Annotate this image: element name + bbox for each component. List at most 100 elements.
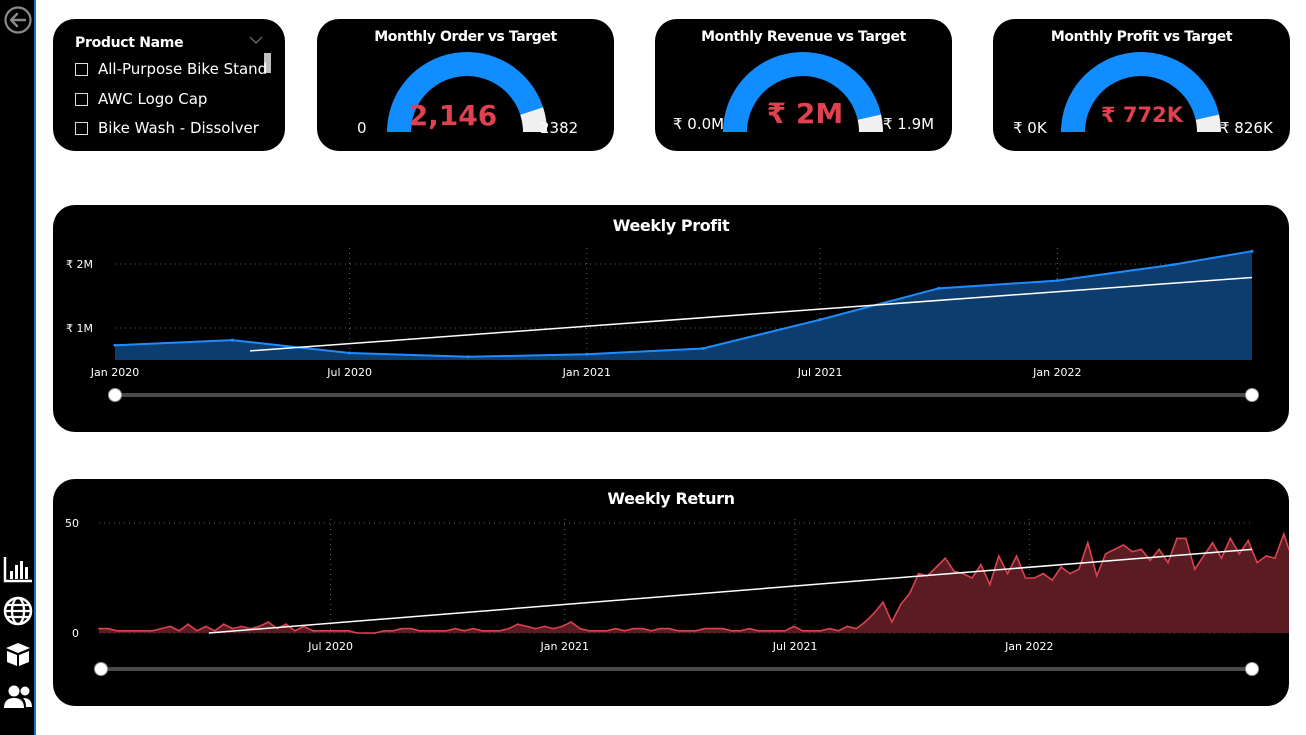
data-point: [1078, 568, 1080, 571]
x-tick-label: Jan 2020: [90, 366, 139, 379]
data-point: [463, 629, 466, 632]
data-point: [1113, 548, 1116, 551]
data-point: [1193, 568, 1196, 571]
return-area: [99, 534, 1289, 633]
data-point: [490, 629, 492, 632]
data-point: [570, 621, 573, 623]
trend-line: [208, 548, 1253, 634]
slicer-item[interactable]: AWC Logo Cap: [75, 89, 207, 109]
data-point: [650, 629, 653, 632]
data-point: [525, 625, 528, 628]
data-point: [1250, 249, 1254, 253]
x-tick-label: Jan 2021: [540, 640, 589, 653]
data-point: [383, 629, 385, 632]
data-point: [1131, 550, 1134, 553]
data-point: [819, 629, 822, 632]
data-point: [784, 629, 786, 632]
data-point: [320, 629, 323, 632]
data-point: [632, 627, 635, 630]
data-point: [828, 627, 831, 630]
data-point: [258, 625, 261, 628]
data-point: [937, 286, 941, 290]
data-point: [810, 629, 813, 632]
data-point: [1184, 537, 1187, 540]
data-point: [1171, 263, 1175, 267]
box-icon[interactable]: [2, 638, 34, 670]
data-point: [1140, 548, 1143, 551]
data-point: [721, 627, 724, 630]
data-point: [757, 629, 760, 632]
x-tick-label: Jul 2021: [772, 640, 818, 653]
data-point: [178, 629, 181, 632]
data-point: [1033, 577, 1036, 579]
data-point: [267, 621, 270, 623]
slicer-item-label: Bike Wash - Dissolver: [98, 119, 259, 137]
data-point: [712, 627, 715, 630]
monthly-order-gauge: Monthly Order vs Target 0 2,146 2382: [317, 19, 614, 151]
y-tick-label: 0: [72, 627, 79, 640]
data-point: [436, 629, 439, 632]
gauge-value: ₹ 772K: [1100, 103, 1184, 127]
data-point: [677, 629, 679, 632]
x-tick-label: Jul 2020: [307, 640, 353, 653]
data-point: [818, 318, 822, 322]
data-point: [1265, 555, 1267, 557]
range-slider-handle-end[interactable]: [1245, 662, 1259, 676]
slicer-item[interactable]: All-Purpose Bike Stand: [75, 59, 267, 79]
left-nav-sidebar: [0, 0, 36, 735]
checkbox[interactable]: [75, 62, 88, 76]
data-point: [579, 627, 581, 630]
data-point: [1229, 537, 1232, 540]
data-point: [846, 625, 849, 628]
data-point: [792, 625, 795, 628]
chart-title: Weekly Return: [607, 489, 735, 508]
slicer-item[interactable]: Bike Wash - Dissolver: [75, 118, 259, 138]
x-tick-label: Jul 2021: [797, 366, 843, 379]
data-point: [1274, 557, 1276, 560]
gauge-value: 2,146: [408, 99, 498, 132]
data-point: [588, 629, 590, 632]
weekly-return-chart: Jul 2020 Jan 2021 Jul 2021 Jan 2022 0 50: [65, 517, 1289, 676]
data-point: [694, 629, 697, 632]
checkbox[interactable]: [75, 92, 88, 106]
data-point: [971, 577, 973, 579]
data-point: [98, 627, 100, 630]
product-name-slicer: Product Name All-Purpose Bike Stand AWC …: [53, 19, 285, 151]
data-point: [543, 625, 546, 628]
data-point: [348, 351, 352, 355]
slicer-scrollbar[interactable]: [264, 53, 271, 73]
data-point: [151, 629, 154, 632]
data-point: [1069, 572, 1071, 575]
data-point: [133, 629, 136, 632]
users-icon[interactable]: [2, 681, 34, 713]
data-point: [659, 627, 662, 630]
gauge-track: [857, 114, 883, 132]
data-point: [285, 623, 287, 626]
y-tick-label: ₹ 2M: [66, 258, 93, 271]
data-point: [374, 632, 377, 634]
data-point: [1167, 561, 1169, 564]
data-point: [196, 629, 198, 632]
data-point: [124, 629, 127, 632]
range-slider-handle-start[interactable]: [108, 388, 122, 402]
slicer-title: Product Name: [75, 35, 184, 51]
monthly-profit-gauge: Monthly Profit vs Target ₹ 0K ₹ 772K ₹ 8…: [993, 19, 1290, 151]
gauge-max-label: ₹ 826K: [1220, 119, 1273, 137]
checkbox[interactable]: [75, 121, 88, 135]
globe-icon[interactable]: [2, 595, 34, 627]
range-slider-handle-start[interactable]: [94, 662, 108, 676]
data-point: [230, 338, 234, 342]
slicer-item-label: All-Purpose Bike Stand: [98, 60, 268, 78]
bar-chart-icon[interactable]: [2, 553, 34, 585]
weekly-profit-chart: Jan 2020 Jul 2020 Jan 2021 Jul 2021 Jan 2022…: [66, 248, 1259, 402]
data-point: [1086, 541, 1089, 544]
chevron-down-icon[interactable]: [249, 35, 263, 45]
data-point: [917, 572, 920, 575]
data-point: [882, 601, 884, 604]
data-point: [1202, 555, 1205, 557]
data-point: [311, 629, 314, 632]
back-arrow-icon[interactable]: [3, 5, 33, 35]
range-slider-handle-end[interactable]: [1245, 388, 1259, 402]
data-point: [641, 627, 644, 630]
gauge-title: Monthly Revenue vs Target: [701, 29, 906, 45]
